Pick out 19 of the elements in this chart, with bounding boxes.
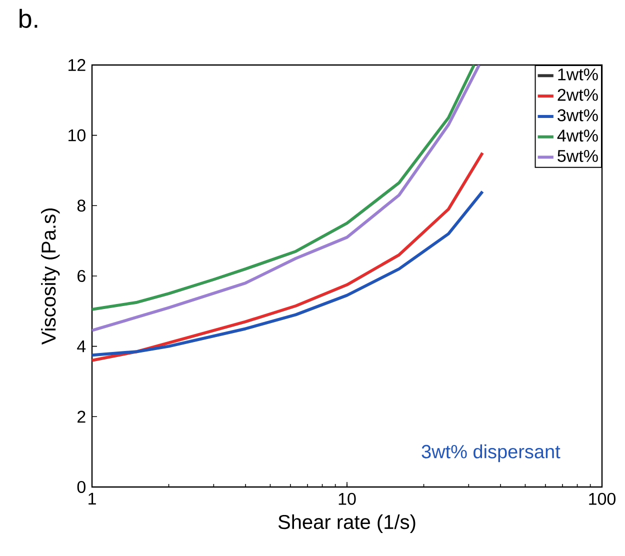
legend-label: 3wt% — [558, 109, 598, 122]
legend-label: 5wt% — [558, 150, 598, 162]
y-axis-title: Viscosity (Pa.s) — [41, 208, 60, 345]
y-tick-label: 8 — [77, 200, 86, 212]
y-tick-label: 0 — [77, 480, 86, 494]
x-tick-label: 100 — [589, 492, 616, 505]
x-tick-label: 1 — [88, 492, 96, 505]
chart-title: b. — [20, 8, 38, 28]
y-tick-label: 4 — [77, 340, 86, 352]
x-axis-title: Shear rate (1/s) — [278, 514, 416, 534]
y-tick-label: 2 — [78, 410, 86, 423]
legend-label: 1wt% — [558, 68, 598, 80]
y-tick-label: 6 — [78, 270, 86, 282]
annotation: 3wt% dispersant — [422, 444, 560, 462]
y-tick-label: 10 — [68, 129, 86, 142]
x-tick-label: 10 — [338, 492, 356, 505]
legend-label: 4wt% — [557, 130, 598, 142]
legend-label: 2wt% — [558, 88, 598, 101]
y-tick-label: 12 — [68, 59, 86, 71]
